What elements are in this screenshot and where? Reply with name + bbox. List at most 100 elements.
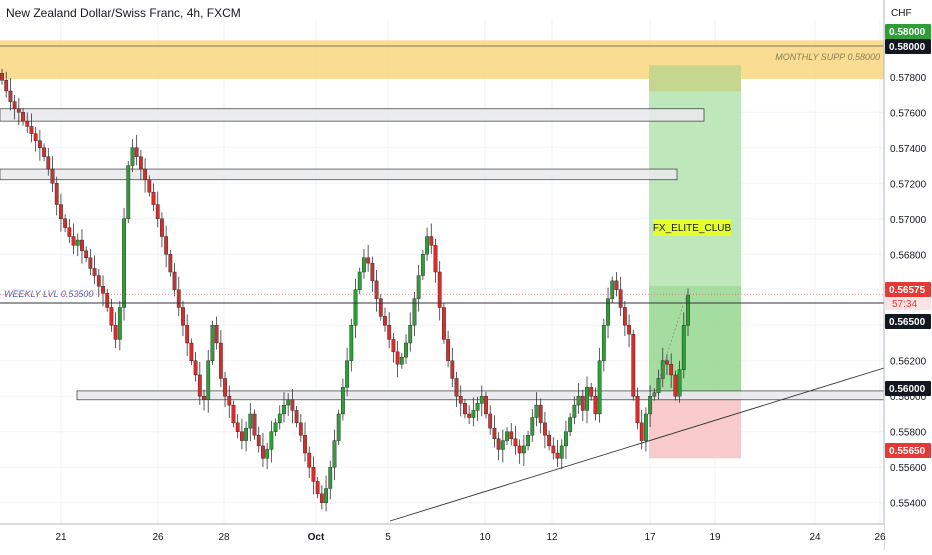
target-overlap-zone [649,65,741,92]
time-tick-label: 17 [644,532,656,543]
candle-bear [669,364,674,376]
candle-bear [492,427,497,440]
candle-bear [50,168,55,184]
candle-bear [33,133,38,141]
countdown-bg [885,297,931,310]
candle-bear [437,271,442,308]
candle-bull [349,325,354,361]
candle-bear [239,431,244,441]
candle-bear [54,183,59,205]
price-axis[interactable]: CHF 0.57800 0.57600 0.57400 0.57200 0.57000 0.… [883,0,932,550]
trendline [389,367,885,522]
candle-bear [589,387,594,397]
candle-bear [231,404,236,424]
candle-bull [644,413,648,441]
time-tick-label: 19 [709,532,721,543]
candle-bear [311,467,316,482]
candle-bear [290,399,295,411]
price-tag [885,24,931,39]
candle-bear [639,422,644,441]
candle-bear [366,257,371,264]
candle-bull [75,239,80,246]
price-tick-label: 0.56000 [890,392,927,403]
candle-bull [425,236,429,255]
candle-bull [559,445,564,459]
time-axis[interactable]: 21 26 28 Oct 5 10 12 17 19 24 26 [0,523,886,550]
candle-bull [130,147,135,166]
candle-bull [681,325,686,370]
candle-bear [138,156,143,170]
price-tick-label: 0.57200 [890,179,927,190]
watermark-label: FX_ELITE_CLUB [653,223,732,234]
price-tick-label: 0.55400 [890,499,927,510]
candle-bear [665,360,669,365]
candle-bear [134,147,139,157]
candle-bull [652,392,657,397]
candle-bear [71,236,76,246]
candle-bull [282,404,286,415]
candle-bear [46,156,51,170]
candle-bull [656,378,661,393]
candle-bear [80,239,84,251]
price-tag [885,443,931,458]
price-tag-label: 0.55650 [889,446,926,457]
candle-bear [303,435,307,454]
candle-bull [273,422,278,432]
candle-bear [319,493,324,503]
candle-bull [597,360,602,415]
candle-bull [265,449,270,459]
candle-bull [244,427,248,441]
grid-layer [0,20,884,524]
candle-bull [576,396,581,406]
price-axis-bg [884,0,932,550]
candle-bear [538,404,543,424]
candle-bull [572,404,577,418]
candle-bear [189,342,194,361]
candle-bull [471,410,476,418]
candle-bear [673,374,678,397]
candle-bear [59,204,63,219]
candle-bear [307,452,312,468]
candle-bear [21,112,25,122]
candle-bear [513,438,518,447]
candle-bull [117,307,122,340]
time-tick-label: 21 [55,532,67,543]
candle-bull [677,369,682,397]
candle-bull [686,294,690,326]
candle-bear [92,268,97,276]
candle-bear [261,445,265,459]
candle-bull [530,417,535,436]
candle-bear [446,339,451,361]
candle-bear [197,374,202,397]
candle-bear [147,179,152,193]
candle-bear [109,307,114,326]
candle-bear [294,410,299,424]
time-tick-label: 26 [874,532,886,543]
candle-bull [526,435,530,447]
candle-bull [601,325,606,361]
candle-bull [269,431,274,450]
candle-bear [551,445,556,454]
candle-bear [433,245,438,273]
candle-bear [298,422,303,436]
candle-bear [496,438,501,450]
candle-bear [442,307,446,340]
candle-bull [328,467,333,489]
resistance-band-1 [0,108,705,122]
candle-bear [227,396,232,406]
candle-bear [450,360,455,379]
countdown-label: 57:34 [892,299,917,310]
candle-bear [0,73,4,81]
time-tick-label: 24 [809,532,821,543]
candle-bull [206,360,211,400]
zones-layer [0,40,885,459]
candle-bear [176,289,181,308]
price-tag-label: 0.58000 [889,27,926,38]
candle-bear [185,325,190,344]
candle-bear [8,90,13,102]
candle-bull [585,387,589,411]
candle-bull [336,413,341,441]
candle-bear [88,257,93,269]
